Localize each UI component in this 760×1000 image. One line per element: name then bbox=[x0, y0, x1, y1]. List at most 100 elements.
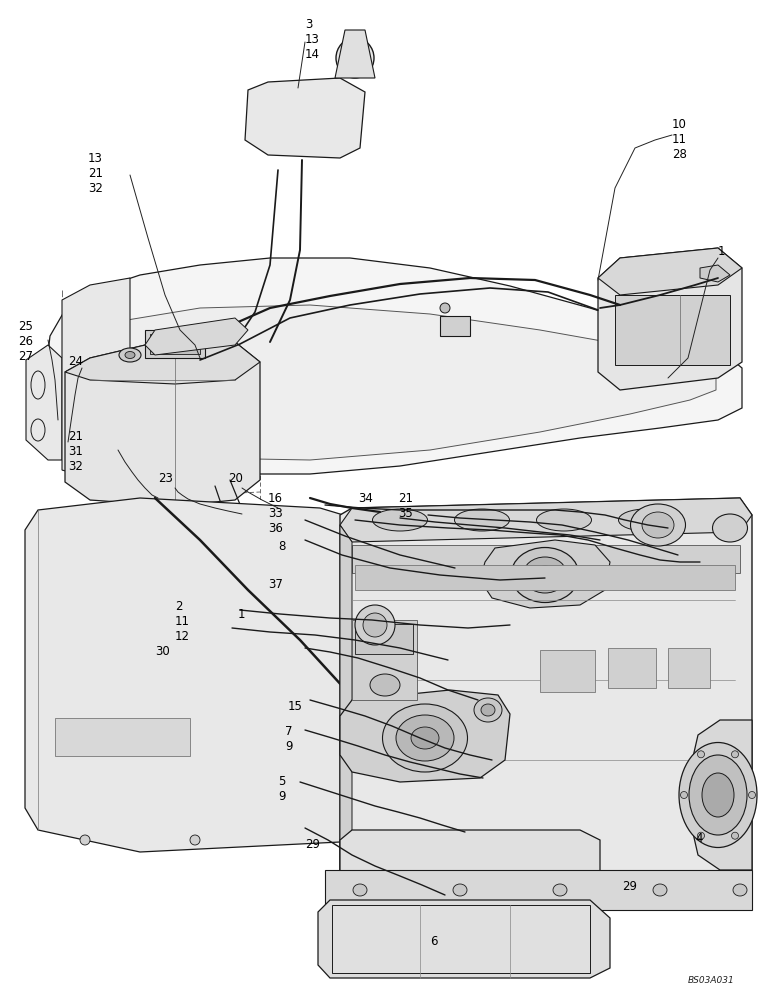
Ellipse shape bbox=[731, 751, 739, 758]
Ellipse shape bbox=[370, 674, 400, 696]
Bar bbox=[615, 295, 730, 365]
Bar bbox=[352, 545, 740, 573]
Bar bbox=[668, 648, 710, 688]
Ellipse shape bbox=[411, 727, 439, 749]
Polygon shape bbox=[145, 318, 248, 355]
Ellipse shape bbox=[363, 613, 387, 637]
Polygon shape bbox=[340, 830, 600, 900]
Ellipse shape bbox=[631, 504, 686, 546]
Ellipse shape bbox=[80, 835, 90, 845]
Polygon shape bbox=[325, 870, 752, 910]
Ellipse shape bbox=[186, 346, 204, 358]
Text: 2
11
12: 2 11 12 bbox=[175, 600, 190, 643]
Text: 15: 15 bbox=[288, 700, 303, 713]
Text: 5
9: 5 9 bbox=[278, 775, 286, 803]
Ellipse shape bbox=[191, 349, 199, 355]
Ellipse shape bbox=[353, 884, 367, 896]
Bar bbox=[540, 650, 595, 692]
Ellipse shape bbox=[619, 509, 673, 531]
Ellipse shape bbox=[698, 751, 705, 758]
Ellipse shape bbox=[653, 884, 667, 896]
Text: BS03A031: BS03A031 bbox=[689, 976, 735, 985]
Ellipse shape bbox=[553, 884, 567, 896]
Text: 6: 6 bbox=[430, 935, 438, 948]
Text: 16
33
36: 16 33 36 bbox=[268, 492, 283, 535]
Polygon shape bbox=[340, 498, 752, 885]
Polygon shape bbox=[340, 498, 752, 542]
Ellipse shape bbox=[713, 514, 748, 542]
Polygon shape bbox=[335, 30, 375, 78]
Ellipse shape bbox=[470, 889, 490, 901]
Polygon shape bbox=[598, 248, 742, 295]
Polygon shape bbox=[62, 278, 130, 478]
Ellipse shape bbox=[481, 704, 495, 716]
Ellipse shape bbox=[396, 715, 454, 761]
Bar bbox=[145, 330, 205, 358]
Ellipse shape bbox=[731, 832, 739, 839]
Polygon shape bbox=[340, 690, 510, 782]
Text: 4: 4 bbox=[695, 832, 702, 845]
Text: 24: 24 bbox=[68, 355, 83, 368]
Ellipse shape bbox=[125, 352, 135, 359]
Ellipse shape bbox=[680, 792, 688, 798]
Ellipse shape bbox=[119, 348, 141, 362]
Polygon shape bbox=[480, 540, 610, 608]
Text: 13
21
32: 13 21 32 bbox=[88, 152, 103, 195]
Ellipse shape bbox=[689, 755, 747, 835]
Polygon shape bbox=[65, 338, 260, 506]
Ellipse shape bbox=[454, 509, 509, 531]
Bar bbox=[440, 316, 470, 336]
Ellipse shape bbox=[372, 509, 427, 531]
Ellipse shape bbox=[534, 566, 556, 584]
Bar bbox=[332, 905, 590, 973]
Bar bbox=[352, 620, 417, 700]
Ellipse shape bbox=[537, 509, 591, 531]
Text: 37: 37 bbox=[268, 578, 283, 591]
Ellipse shape bbox=[355, 605, 395, 645]
Polygon shape bbox=[245, 78, 365, 158]
Bar bbox=[355, 565, 735, 590]
Polygon shape bbox=[26, 345, 62, 460]
Polygon shape bbox=[62, 305, 716, 460]
Text: 30: 30 bbox=[155, 645, 169, 658]
Text: 7
9: 7 9 bbox=[285, 725, 293, 753]
Ellipse shape bbox=[702, 773, 734, 817]
Ellipse shape bbox=[642, 512, 674, 538]
Text: 3
13
14: 3 13 14 bbox=[305, 18, 320, 61]
Text: 21
35: 21 35 bbox=[398, 492, 413, 520]
Polygon shape bbox=[690, 720, 752, 870]
Ellipse shape bbox=[749, 792, 755, 798]
Ellipse shape bbox=[344, 46, 366, 70]
Text: 20: 20 bbox=[228, 472, 243, 485]
Ellipse shape bbox=[698, 832, 705, 839]
Bar bbox=[55, 718, 190, 756]
Text: 1: 1 bbox=[718, 245, 726, 258]
Ellipse shape bbox=[190, 835, 200, 845]
Ellipse shape bbox=[453, 884, 467, 896]
Text: 21
31
32: 21 31 32 bbox=[68, 430, 83, 473]
Bar bbox=[302, 92, 322, 110]
Text: 10
11
28: 10 11 28 bbox=[672, 118, 687, 161]
Text: 34: 34 bbox=[358, 492, 373, 505]
Ellipse shape bbox=[679, 742, 757, 848]
Text: 1: 1 bbox=[238, 608, 245, 621]
Ellipse shape bbox=[382, 704, 467, 772]
Polygon shape bbox=[25, 498, 365, 852]
Text: 25
26
27: 25 26 27 bbox=[18, 320, 33, 363]
Polygon shape bbox=[46, 258, 742, 474]
Polygon shape bbox=[65, 338, 260, 384]
Text: 29: 29 bbox=[305, 838, 320, 851]
Text: 29: 29 bbox=[622, 880, 637, 893]
Text: 8: 8 bbox=[278, 540, 285, 553]
Ellipse shape bbox=[336, 38, 374, 78]
Polygon shape bbox=[700, 265, 730, 282]
Ellipse shape bbox=[733, 884, 747, 896]
Polygon shape bbox=[598, 248, 742, 390]
Bar bbox=[355, 624, 413, 654]
Bar bbox=[150, 334, 200, 354]
Bar bbox=[608, 648, 656, 688]
Polygon shape bbox=[318, 900, 610, 978]
Text: 23: 23 bbox=[158, 472, 173, 485]
Ellipse shape bbox=[440, 303, 450, 313]
Polygon shape bbox=[340, 525, 352, 870]
